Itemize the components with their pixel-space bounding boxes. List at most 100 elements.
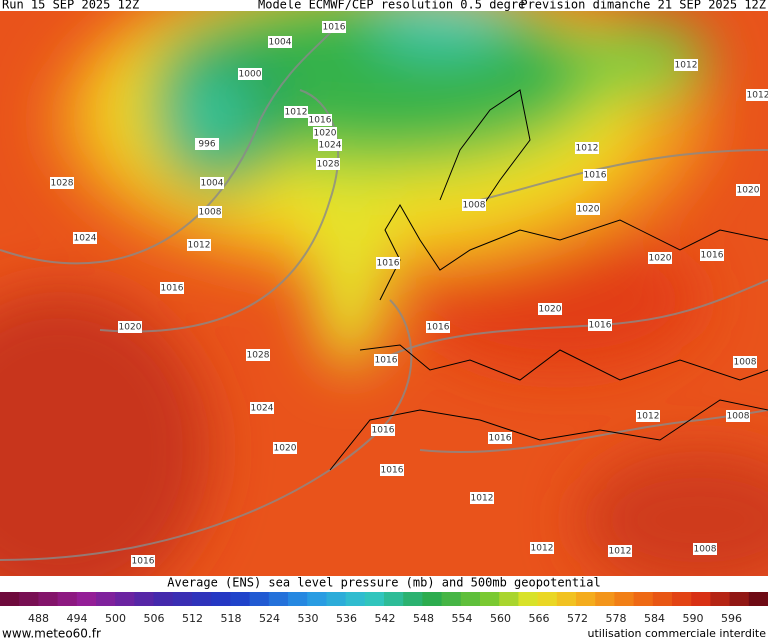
colorbar-tick-label: 584 [644, 612, 665, 625]
isobar-label-box [313, 127, 337, 139]
colorbar-tick-label: 560 [490, 612, 511, 625]
colorbar-tick-label: 530 [298, 612, 319, 625]
isobar-label-box [470, 492, 494, 504]
site-label: www.meteo60.fr [2, 627, 101, 640]
isobar-label-box [371, 424, 395, 436]
isobar-label: 1016 [161, 284, 184, 294]
isobar-label: 1012 [188, 241, 211, 251]
isobar-label: 1024 [251, 404, 274, 414]
colorbar-tick-label: 536 [336, 612, 357, 625]
isobar-label: 1016 [589, 321, 612, 331]
isobar-label-box [284, 106, 308, 118]
colorbar-tick-label: 488 [28, 612, 49, 625]
isobar-label: 1008 [734, 358, 757, 368]
isobar-label: 1008 [463, 201, 486, 211]
colorbar-tick-label: 494 [67, 612, 88, 625]
colorbar-cell [96, 592, 116, 606]
isobar-label-box [374, 354, 398, 366]
colorbar-cell [326, 592, 347, 606]
isobar-label-box [273, 442, 297, 454]
colorbar-cell [38, 592, 59, 606]
isobar-label: 1020 [649, 254, 672, 264]
isobar-label: 1016 [427, 323, 450, 333]
colorbar-cell [268, 592, 289, 606]
colorbar-cell [672, 592, 692, 606]
colorbar-cell [633, 592, 654, 606]
isobar-label-box [198, 206, 222, 218]
colorbar-cell [556, 592, 577, 606]
isobar-label: 1004 [201, 179, 224, 189]
isobar-label: 1008 [199, 208, 222, 218]
colorbar-tick-label: 548 [413, 612, 434, 625]
isobar-label: 1016 [377, 259, 400, 269]
isobar-label: 996 [198, 140, 215, 150]
colorbar-tick-label: 512 [182, 612, 203, 625]
isobar-label-box [50, 177, 74, 189]
isobar-label-box [426, 321, 450, 333]
isobar-label-box [308, 114, 332, 126]
isobar-label-box [588, 319, 612, 331]
isobar-label-box [376, 257, 400, 269]
colorbar: 488 494 500 506 512 518 524 530 536 542 548 554 560 5… [0, 592, 768, 625]
colorbar-tick-label: 566 [529, 612, 550, 625]
isobar-label-box [636, 410, 660, 422]
colorbar-tick-label: 554 [452, 612, 473, 625]
isobar-label-box [316, 158, 340, 170]
isobar-label: 1012 [609, 547, 632, 557]
isobar-label-box [736, 184, 760, 196]
isobar-label: 1020 [314, 129, 337, 139]
colorbar-tick-label: 542 [375, 612, 396, 625]
isobar-label-box [195, 138, 219, 150]
isobar-label: 1000 [239, 70, 262, 80]
colorbar-cell [499, 592, 519, 606]
isobar-label: 1012 [576, 144, 599, 154]
isobar-label: 1016 [309, 116, 332, 126]
isobar-label-box [118, 321, 142, 333]
colorbar-cell [0, 592, 20, 606]
isobar-label: 1016 [489, 434, 512, 444]
isobar-label-box [693, 543, 717, 555]
colorbar-tick-label: 572 [567, 612, 588, 625]
isobar-label-box [488, 432, 512, 444]
isobar-label-box [530, 542, 554, 554]
colorbar-tick-label: 524 [259, 612, 280, 625]
colorbar-cell [153, 592, 174, 606]
colorbar-cell [441, 592, 462, 606]
colorbar-cell [288, 592, 308, 606]
isobar-label: 1024 [319, 141, 342, 151]
isobar-label-box [131, 555, 155, 567]
isobar-label-box [674, 59, 698, 71]
isobar-label-box [380, 464, 404, 476]
isobar-label-box [318, 139, 342, 151]
isobar-label-box [538, 303, 562, 315]
colorbar-cell [19, 592, 39, 606]
isobar-label-box [246, 349, 270, 361]
isobar-label-box [268, 36, 292, 48]
isobar-labels: 1004101610001012101610201024102899610041… [50, 21, 768, 567]
isobar-label-box [73, 232, 97, 244]
header-band [0, 0, 768, 11]
isobar-label: 1008 [694, 545, 717, 555]
colorbar-cell [537, 592, 558, 606]
colorbar-cell [192, 592, 212, 606]
colorbar-cell [384, 592, 404, 606]
colorbar-tick-label: 578 [606, 612, 627, 625]
isobar-label: 1016 [584, 171, 607, 181]
colorbar-cell [57, 592, 78, 606]
colorbar-cell [518, 592, 539, 606]
isobar-label-box [648, 252, 672, 264]
colorbar-cell [691, 592, 711, 606]
colorbar-cell [729, 592, 750, 606]
isobar-label-box [160, 282, 184, 294]
colorbar-cell [422, 592, 443, 606]
model-label: Modele ECMWF/CEP resolution 0.5 degre [258, 0, 525, 12]
isobar-label-box [187, 239, 211, 251]
colorbar-cell [710, 592, 731, 606]
colorbar-cell [249, 592, 270, 606]
colorbar-tick-label: 518 [221, 612, 242, 625]
legend-band [0, 576, 768, 640]
run-label: Run 15 SEP 2025 12Z [2, 0, 139, 12]
colorbar-cell [403, 592, 423, 606]
isobar-label: 1016 [381, 466, 404, 476]
colorbar-cell [480, 592, 500, 606]
